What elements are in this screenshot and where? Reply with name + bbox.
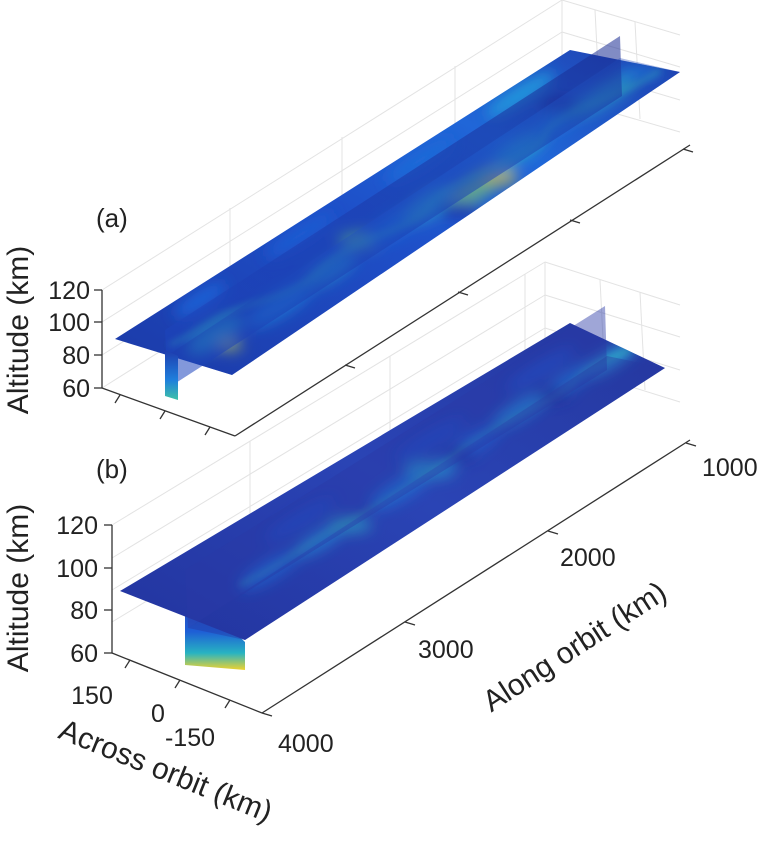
y-tick-neg150: -150 bbox=[165, 724, 215, 752]
y-tick-150: 150 bbox=[71, 682, 113, 710]
panel-b-axes bbox=[104, 439, 697, 717]
panel-a-z-tick-60: 60 bbox=[62, 375, 90, 403]
panel-a bbox=[94, 0, 694, 437]
panel-a-z-tick-120: 120 bbox=[48, 277, 90, 305]
panel-a-z-axis-title: Altitude (km) bbox=[2, 246, 35, 414]
panel-b-z-tick-120: 120 bbox=[56, 512, 98, 540]
panel-b-vertical-wall bbox=[185, 306, 607, 628]
panel-b-z-axis-title: Altitude (km) bbox=[2, 504, 35, 672]
panel-b-z-tick-60: 60 bbox=[70, 640, 98, 668]
panel-b-z-tick-80: 80 bbox=[70, 597, 98, 625]
panel-b-z-tick-100: 100 bbox=[56, 555, 98, 583]
panel-b bbox=[104, 261, 697, 717]
y-tick-0: 0 bbox=[151, 700, 165, 728]
panel-b-label: (b) bbox=[96, 454, 128, 484]
x-tick-2000: 2000 bbox=[560, 544, 616, 572]
panel-a-label: (a) bbox=[96, 203, 128, 233]
x-tick-1000: 1000 bbox=[702, 454, 758, 482]
x-tick-4000: 4000 bbox=[278, 730, 334, 758]
panel-a-z-tick-80: 80 bbox=[62, 342, 90, 370]
panel-a-z-tick-100: 100 bbox=[48, 309, 90, 337]
x-tick-3000: 3000 bbox=[418, 636, 474, 664]
panel-a-cross-section bbox=[165, 350, 178, 400]
x-axis-title: Along orbit (km) bbox=[477, 576, 673, 719]
panel-a-axes bbox=[94, 144, 694, 437]
